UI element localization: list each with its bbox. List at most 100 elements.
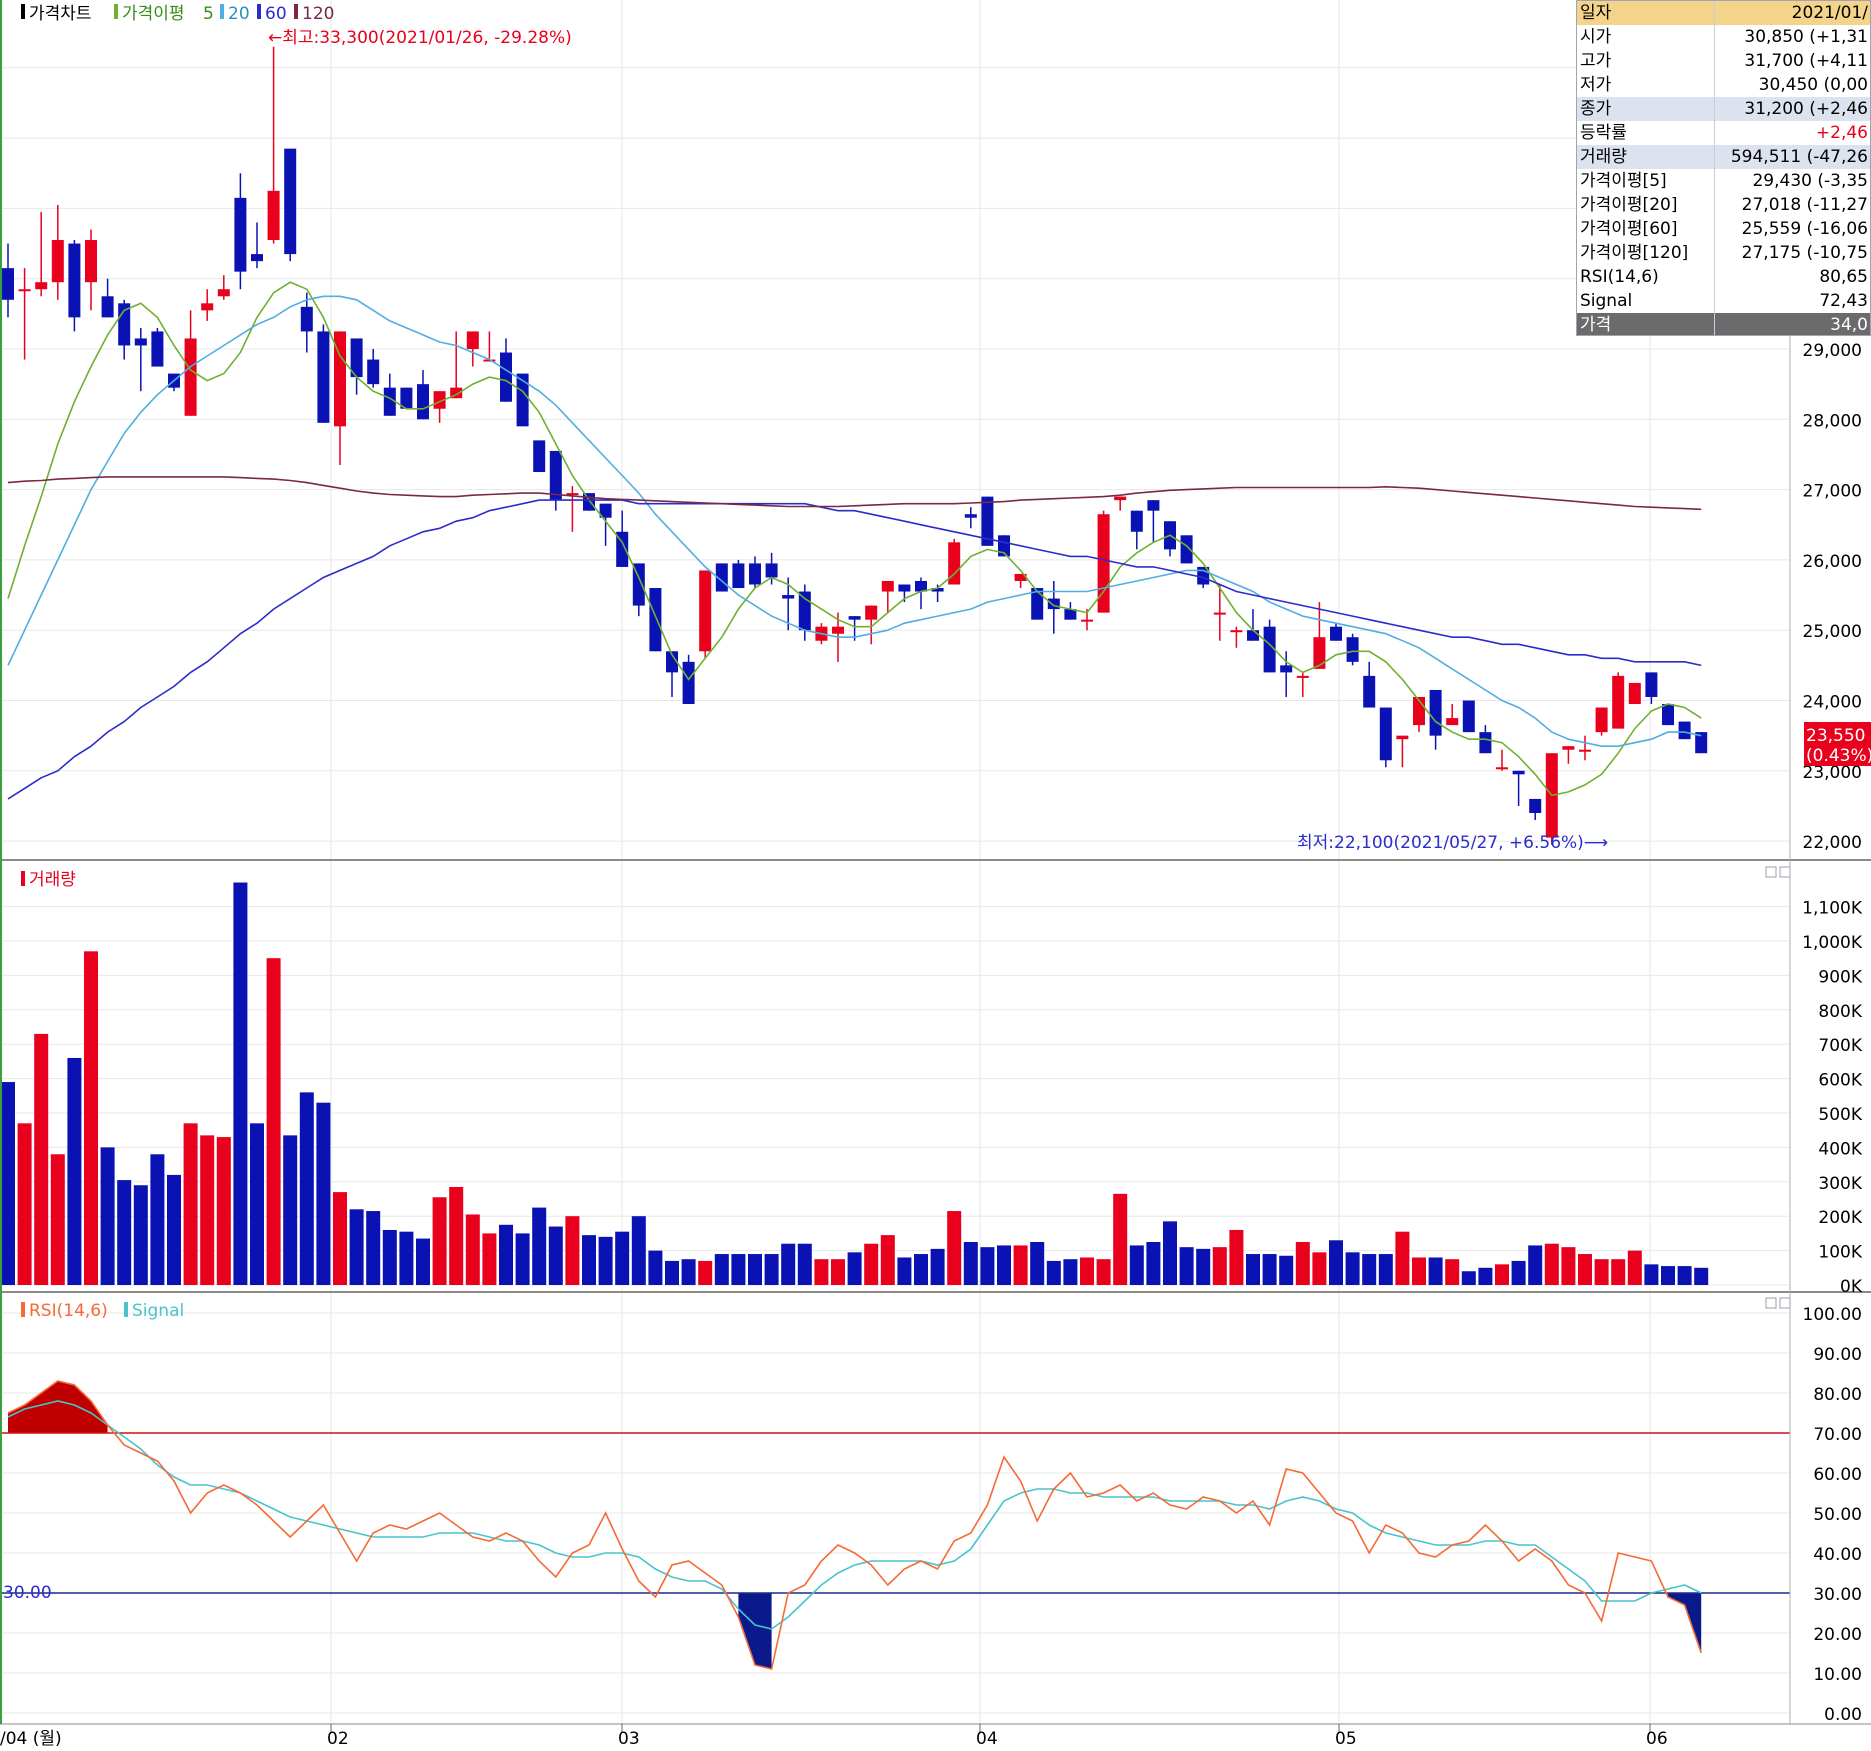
legend-signal: Signal (132, 1301, 184, 1321)
legend-ma120: 120 (302, 4, 334, 24)
volume-bar (333, 1192, 347, 1285)
ma-line-60 (7, 499, 1702, 800)
candle-body (865, 605, 878, 620)
volume-bar (582, 1235, 596, 1285)
candle-body (1330, 626, 1342, 641)
candle-body (1047, 598, 1060, 610)
info-row: 가격 34,0 (1577, 313, 1870, 335)
candle-body (1479, 732, 1492, 754)
candle-body (417, 384, 429, 420)
x-tick-label: 05 (1335, 1729, 1357, 1749)
volume-bar (847, 1252, 862, 1285)
price-y-tick-label: 23,000 (1803, 763, 1862, 783)
candle-body (782, 595, 795, 599)
candle-body (1296, 675, 1309, 678)
info-label: 고가 (1577, 49, 1715, 73)
volume-bar (17, 1123, 32, 1285)
rsi-line (7, 1380, 1702, 1670)
volume-bar (266, 958, 281, 1285)
volume-bar (1063, 1259, 1078, 1285)
candle-body (549, 450, 562, 501)
volume-bar (963, 1242, 978, 1285)
candle-body (400, 387, 413, 409)
volume-bar (864, 1243, 879, 1285)
ma-line-20 (7, 295, 1702, 748)
legends: 가격차트 가격이평 5 20 60 120 ←최고:33,300(2021/01… (0, 4, 1871, 1749)
volume-bar (1212, 1247, 1227, 1285)
info-row: 가격이평[60] 25,559 (-16,06 (1577, 217, 1870, 241)
candle-body (1396, 735, 1409, 740)
info-value: 31,200 (+2,46 (1715, 97, 1870, 121)
candle-body (251, 254, 263, 262)
candle-body (732, 563, 745, 589)
volume-bar (997, 1245, 1011, 1285)
volume-y-tick-label: 1,100K (1802, 899, 1863, 919)
volume-bar (150, 1154, 165, 1285)
info-label: 가격 (1577, 313, 1715, 335)
volume-y-tick-label: 500K (1818, 1105, 1862, 1125)
volume-bar (631, 1216, 646, 1285)
candle-body (101, 296, 114, 318)
volume-bar (1362, 1254, 1377, 1285)
candle-body (998, 535, 1010, 557)
rsi-y-tick-label: 10.00 (1813, 1665, 1862, 1685)
info-row: 저가 30,450 (0,00 (1577, 73, 1870, 97)
volume-bar (698, 1260, 713, 1285)
price-y-tick-label: 28,000 (1803, 411, 1862, 431)
volume-y-tick-label: 400K (1818, 1139, 1862, 1159)
info-value: 80,65 (1819, 267, 1868, 287)
rsi-y-tick-label: 20.00 (1813, 1625, 1862, 1645)
volume-bar (947, 1211, 962, 1285)
rsi-y-tick-label: 0.00 (1824, 1705, 1862, 1725)
candle-body (1678, 721, 1691, 740)
candle-body (1429, 689, 1442, 736)
crosshair-info-box: 일자 2021/01/시가 30,850 (+1,31 고가 31,700 (+4,11… (1576, 0, 1871, 336)
rsi-y-tick-label: 60.00 (1813, 1465, 1862, 1485)
price-y-tick-label: 25,000 (1803, 622, 1862, 642)
volume-y-tick-label: 300K (1818, 1174, 1862, 1194)
last-change: (0.43%) (1806, 746, 1871, 766)
rsi-panel[interactable] (0, 1380, 1790, 1670)
price-y-tick-label: 27,000 (1803, 482, 1862, 502)
candle-body (1446, 718, 1459, 726)
volume-bar (548, 1226, 563, 1285)
candle-body (1147, 500, 1160, 511)
volume-bar (1030, 1242, 1045, 1285)
candle-body (1579, 749, 1591, 752)
volume-bar (1644, 1264, 1659, 1285)
candle-body (915, 580, 927, 592)
grid-lines (0, 0, 1790, 1724)
volume-y-tick-label: 1,000K (1802, 933, 1863, 953)
info-label: 저가 (1577, 73, 1715, 97)
price-panel[interactable] (2, 46, 1708, 845)
candle-body (1114, 496, 1127, 501)
volume-bar (233, 882, 248, 1285)
volume-bar (797, 1243, 812, 1285)
volume-bar (764, 1254, 779, 1285)
candle-body (466, 331, 479, 349)
candle-body (51, 240, 64, 283)
candle-body (284, 148, 297, 255)
candle-body (649, 588, 662, 652)
candle-body (85, 240, 97, 283)
x-axis-start-label: /04 (월) (0, 1729, 62, 1749)
info-label: 등락률 (1577, 121, 1715, 145)
volume-bar (1262, 1254, 1277, 1285)
volume-bar (1578, 1254, 1592, 1285)
info-value: 594,511 (-47,26 (1715, 145, 1870, 169)
candle-body (367, 359, 380, 385)
volume-bar (1080, 1257, 1094, 1285)
volume-bar (1, 1082, 15, 1285)
volume-bar (216, 1137, 231, 1285)
candle-body (1346, 637, 1359, 662)
candle-body (1612, 675, 1625, 729)
candle-body (1562, 746, 1575, 750)
info-label: 시가 (1577, 25, 1715, 49)
volume-bar (1677, 1266, 1692, 1285)
info-value: +2,46 (1815, 123, 1868, 143)
candle-body (1031, 588, 1044, 620)
volume-panel[interactable] (1, 882, 1709, 1285)
candle-body (682, 661, 695, 705)
x-tick-label: 06 (1646, 1729, 1668, 1749)
rsi-oversold-fill (655, 1593, 1702, 1669)
